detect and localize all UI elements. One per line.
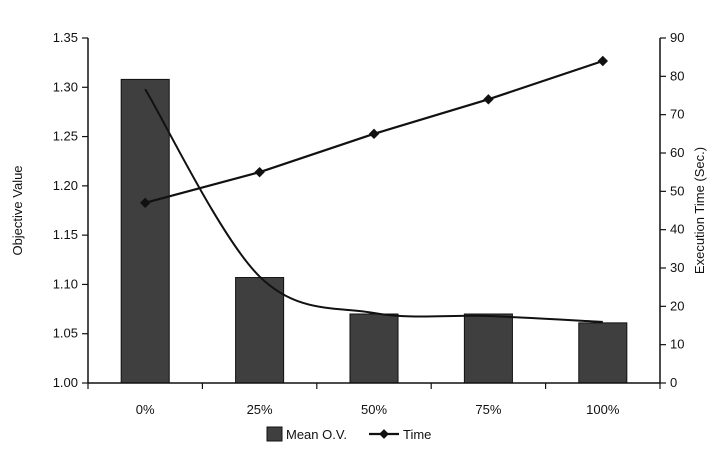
axis-layer [82,37,666,389]
bar-mean-ov-2 [349,313,399,384]
y-axis-title: Objective Value [10,165,25,255]
right-tick-label-0: 0 [670,375,677,390]
time-point-2 [368,128,380,140]
plot-layer [120,55,628,384]
x-tick-label-1: 25% [247,402,273,417]
right-tick-label-8: 80 [670,68,684,83]
right-tick-label-2: 20 [670,298,684,313]
left-tick-label-7: 1.35 [53,30,78,45]
left-tick-label-4: 1.20 [53,178,78,193]
trend-curve-mean-ov [144,88,603,323]
left-tick-label-3: 1.15 [53,227,78,242]
right-tick-label-6: 60 [670,145,684,160]
right-tick-label-3: 30 [670,260,684,275]
right-tick-label-7: 70 [670,107,684,122]
time-point-4 [597,55,609,67]
legend-mean-ov-swatch [266,426,283,442]
y2-axis-title: Execution Time (Sec.) [692,147,707,274]
right-tick-label-4: 40 [670,222,684,237]
legend-time-marker [379,429,389,439]
legend-layer: Mean O.V. Time [266,426,431,442]
left-tick-label-2: 1.10 [53,276,78,291]
legend-mean-ov-label: Mean O.V. [286,427,347,442]
time-point-3 [483,94,494,105]
left-tick-label-1: 1.05 [53,326,78,341]
bar-mean-ov-1 [235,277,285,384]
right-tick-label-9: 90 [670,30,684,45]
legend-time-label: Time [403,427,431,442]
x-tick-label-3: 75% [475,402,501,417]
time-point-1 [254,166,265,178]
label-layer: 1.00 1.05 1.10 1.15 1.20 1.25 1.30 1.35 0 10 20 30 4… [10,30,707,417]
bar-mean-ov-3 [463,313,513,384]
right-tick-label-5: 50 [670,183,684,198]
left-tick-label-6: 1.30 [53,79,78,94]
x-tick-label-4: 100% [586,402,620,417]
bar-mean-ov-4 [578,322,628,384]
bar-mean-ov-0 [120,78,170,384]
x-tick-label-0: 0% [136,402,155,417]
x-tick-label-2: 50% [361,402,387,417]
left-tick-label-5: 1.25 [53,129,78,144]
right-tick-label-1: 10 [670,337,684,352]
time-point-0 [139,197,151,209]
left-tick-label-0: 1.00 [53,375,78,390]
